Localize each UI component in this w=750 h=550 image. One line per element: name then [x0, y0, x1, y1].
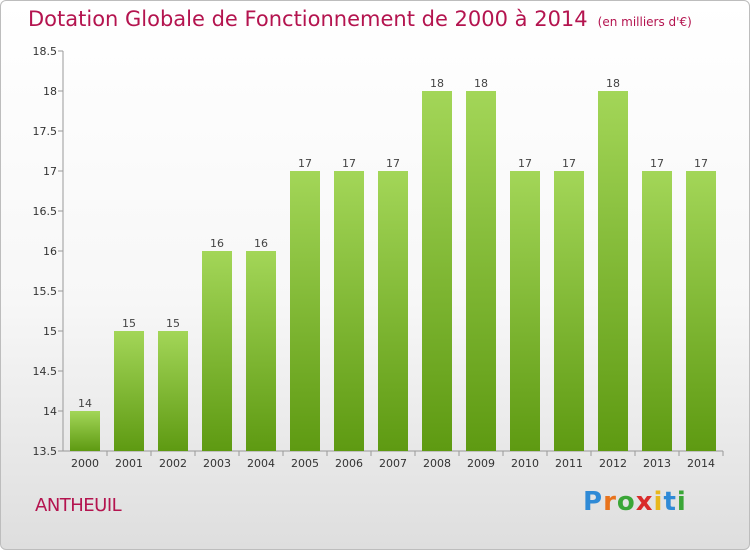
bar-value-label: 17 [650, 157, 664, 170]
logo-letter: o [616, 487, 636, 517]
x-tick-label: 2002 [159, 457, 187, 470]
bar-value-label: 17 [342, 157, 356, 170]
logo-letter: r [603, 487, 617, 517]
bar[interactable] [334, 171, 364, 451]
x-tick-label: 2001 [115, 457, 143, 470]
bar[interactable] [686, 171, 716, 451]
bar-value-label: 15 [122, 317, 136, 330]
bar[interactable] [642, 171, 672, 451]
y-tick-label: 14.5 [33, 365, 58, 378]
bar-value-label: 16 [210, 237, 224, 250]
y-tick-label: 13.5 [33, 445, 58, 458]
x-tick-label: 2004 [247, 457, 275, 470]
x-tick-label: 2000 [71, 457, 99, 470]
bar[interactable] [290, 171, 320, 451]
y-tick-label: 18 [43, 85, 57, 98]
chart-title-text: Dotation Globale de Fonctionnement de 20… [28, 7, 588, 31]
y-tick-label: 17.5 [33, 125, 58, 138]
bar-value-label: 17 [518, 157, 532, 170]
logo-letter: i [676, 487, 687, 517]
bar[interactable] [554, 171, 584, 451]
bar-value-label: 17 [694, 157, 708, 170]
logo-letter: x [635, 487, 654, 517]
proxiti-logo[interactable]: Proxiti [583, 487, 687, 517]
bar[interactable] [598, 91, 628, 451]
bar-value-label: 16 [254, 237, 268, 250]
bars [70, 91, 716, 451]
bar[interactable] [466, 91, 496, 451]
x-tick-label: 2003 [203, 457, 231, 470]
bar[interactable] [246, 251, 276, 451]
bar-value-label: 17 [562, 157, 576, 170]
y-tick-label: 16 [43, 245, 57, 258]
bar-value-label: 18 [430, 77, 444, 90]
bar[interactable] [202, 251, 232, 451]
bar-value-label: 14 [78, 397, 92, 410]
chart-subtitle: (en milliers d'€) [597, 15, 692, 29]
x-tick-label: 2013 [643, 457, 671, 470]
bar-value-label: 15 [166, 317, 180, 330]
x-tick-label: 2011 [555, 457, 583, 470]
x-tick-label: 2008 [423, 457, 451, 470]
bar-value-label: 18 [474, 77, 488, 90]
y-tick-label: 15.5 [33, 285, 58, 298]
bar-value-label: 17 [386, 157, 400, 170]
bar[interactable] [510, 171, 540, 451]
chart-title: Dotation Globale de Fonctionnement de 20… [28, 7, 692, 31]
y-tick-label: 15 [43, 325, 57, 338]
x-tick-label: 2009 [467, 457, 495, 470]
y-tick-label: 14 [43, 405, 57, 418]
bar-value-label: 17 [298, 157, 312, 170]
bar[interactable] [114, 331, 144, 451]
bar[interactable] [422, 91, 452, 451]
y-tick-label: 18.5 [33, 45, 58, 58]
bar[interactable] [70, 411, 100, 451]
bar-value-label: 18 [606, 77, 620, 90]
logo-letter: t [663, 487, 677, 517]
y-tick-label: 17 [43, 165, 57, 178]
x-tick-label: 2010 [511, 457, 539, 470]
y-axis: 13.5 14 14.5 15 15.5 16 16.5 17 17.5 18 18.5 [33, 45, 64, 458]
x-tick-label: 2005 [291, 457, 319, 470]
x-axis: 2000 2001 2002 2003 2004 2005 2006 2007 2008 2009… [63, 450, 724, 470]
x-tick-label: 2014 [687, 457, 715, 470]
y-tick-label: 16.5 [33, 205, 58, 218]
bar-value-labels: 14 15 15 16 16 17 17 17 18 18 17 17 18 17 17 [78, 77, 708, 410]
x-tick-label: 2007 [379, 457, 407, 470]
logo-letter: i [653, 487, 664, 517]
x-tick-label: 2006 [335, 457, 363, 470]
logo-letter: P [583, 487, 604, 517]
bar[interactable] [378, 171, 408, 451]
bar[interactable] [158, 331, 188, 451]
commune-name: ANTHEUIL [35, 495, 122, 516]
x-tick-label: 2012 [599, 457, 627, 470]
